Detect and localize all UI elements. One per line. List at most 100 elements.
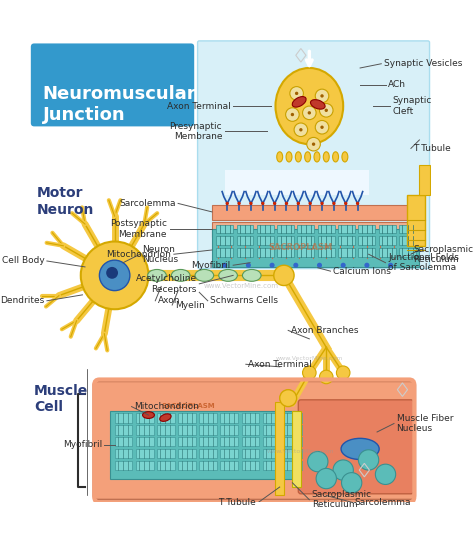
Bar [157, 449, 175, 458]
FancyBboxPatch shape [298, 400, 413, 494]
Circle shape [356, 202, 359, 205]
Bar [220, 461, 238, 470]
Ellipse shape [286, 152, 292, 162]
Text: Synaptic Vesicles: Synaptic Vesicles [384, 59, 462, 68]
Bar [136, 437, 154, 447]
Circle shape [273, 202, 276, 205]
Text: Motor
Neuron: Motor Neuron [37, 186, 94, 216]
Bar [199, 449, 217, 458]
Ellipse shape [295, 152, 301, 162]
Text: Myelin: Myelin [175, 300, 204, 310]
Text: Neuromuscular
Junction: Neuromuscular Junction [43, 85, 196, 124]
Text: Mitochondrion: Mitochondrion [134, 402, 199, 411]
Circle shape [270, 262, 274, 268]
Circle shape [315, 89, 329, 102]
Bar [157, 437, 175, 447]
Bar [242, 425, 259, 435]
Bar [284, 461, 302, 470]
Ellipse shape [292, 96, 306, 107]
Bar [157, 413, 175, 423]
Bar [257, 236, 274, 245]
Circle shape [261, 202, 264, 205]
Ellipse shape [195, 270, 214, 281]
Text: Schwarns Cells: Schwarns Cells [210, 296, 278, 305]
Text: SACROPLASM: SACROPLASM [269, 243, 333, 252]
Bar [298, 248, 314, 257]
Bar [292, 411, 301, 487]
Bar [407, 195, 425, 246]
Bar [379, 248, 396, 257]
Text: www.VectorMine.com: www.VectorMine.com [204, 283, 279, 289]
Bar [136, 425, 154, 435]
Bar [237, 248, 254, 257]
Bar [157, 425, 175, 435]
Circle shape [81, 242, 148, 309]
Bar [242, 461, 259, 470]
Circle shape [316, 469, 337, 489]
Bar [298, 225, 314, 233]
Bar [157, 461, 175, 470]
FancyBboxPatch shape [93, 381, 415, 500]
Circle shape [388, 262, 393, 268]
Ellipse shape [323, 152, 329, 162]
Circle shape [100, 260, 130, 290]
Circle shape [320, 202, 324, 205]
Bar [284, 437, 302, 447]
Circle shape [297, 202, 300, 205]
Circle shape [237, 202, 241, 205]
Circle shape [375, 464, 396, 484]
Bar [216, 236, 233, 245]
Bar [379, 236, 396, 245]
Text: Axon Branches: Axon Branches [291, 326, 358, 335]
Ellipse shape [342, 152, 348, 162]
Bar [318, 236, 335, 245]
Bar [178, 437, 196, 447]
Bar [216, 248, 233, 257]
Circle shape [365, 262, 369, 268]
Bar [284, 413, 302, 423]
Bar [277, 236, 294, 245]
Bar [399, 225, 416, 233]
Text: Axon Terminal: Axon Terminal [167, 101, 231, 111]
Text: Junctional Folds
of Sarcolemma: Junctional Folds of Sarcolemma [388, 253, 459, 272]
Bar [178, 413, 196, 423]
Ellipse shape [275, 68, 343, 144]
Text: Presynaptic
Membrane: Presynaptic Membrane [170, 122, 222, 141]
Text: Muscle
Cell: Muscle Cell [34, 384, 89, 414]
Circle shape [295, 92, 298, 95]
Circle shape [249, 202, 253, 205]
Text: www.VectorMine.com: www.VectorMine.com [267, 449, 335, 454]
Circle shape [290, 87, 303, 100]
Circle shape [309, 202, 312, 205]
Bar [338, 236, 355, 245]
Bar [419, 165, 429, 195]
Bar [358, 248, 375, 257]
Bar [318, 225, 335, 233]
Text: Neuron
Nucleus: Neuron Nucleus [143, 244, 179, 264]
Circle shape [274, 265, 294, 286]
Bar [115, 449, 132, 458]
Text: SACROPLASM: SACROPLASM [161, 403, 215, 409]
Text: Sacroplasmic
Reticulum: Sacroplasmic Reticulum [413, 244, 474, 264]
Circle shape [320, 125, 324, 129]
Bar [263, 461, 281, 470]
Ellipse shape [314, 152, 320, 162]
Ellipse shape [305, 152, 310, 162]
Text: T Tubule: T Tubule [218, 498, 256, 507]
Ellipse shape [243, 270, 261, 281]
Text: Axon: Axon [158, 296, 180, 305]
Bar [358, 225, 375, 233]
Ellipse shape [160, 414, 171, 421]
Text: Myofibril: Myofibril [63, 440, 102, 449]
Circle shape [285, 202, 288, 205]
Ellipse shape [171, 270, 190, 281]
Bar [136, 449, 154, 458]
Bar [199, 461, 217, 470]
FancyBboxPatch shape [31, 43, 194, 127]
Bar [225, 169, 369, 195]
Circle shape [358, 450, 379, 470]
Bar [178, 449, 196, 458]
Ellipse shape [277, 152, 283, 162]
Circle shape [341, 472, 362, 493]
Bar [399, 236, 416, 245]
